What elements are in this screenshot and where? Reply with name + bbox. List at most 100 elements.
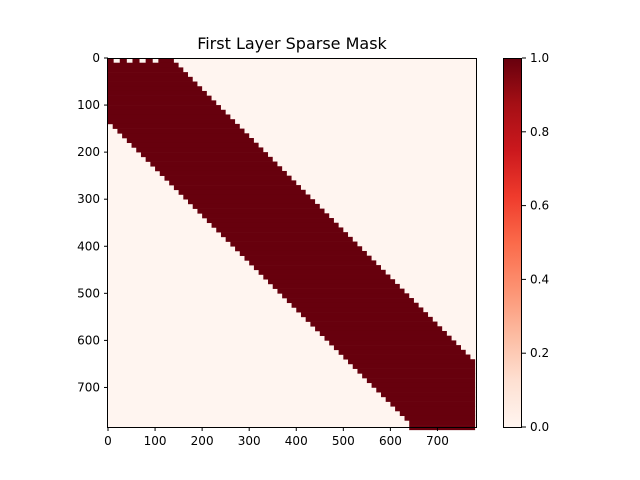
chart-title: First Layer Sparse Mask: [197, 34, 387, 53]
mask-band-row: [329, 340, 457, 346]
mask-band-row: [136, 147, 264, 153]
mask-band-row: [108, 114, 231, 120]
mask-band-row: [333, 345, 461, 351]
mask-band-row: [206, 218, 334, 224]
mask-band-row: [140, 152, 269, 158]
y-tick-label: 700: [77, 380, 100, 394]
mask-band-row: [108, 109, 226, 115]
mask-band-row: [324, 335, 452, 341]
colorbar-axis: 0.0 0.2 0.4 0.6 0.8 1.0: [522, 51, 549, 434]
mask-band-row: [159, 170, 287, 176]
colorbar-tick-label: 1.0: [530, 51, 549, 65]
mask-band-row: [108, 90, 207, 96]
mask-band-row: [108, 81, 198, 87]
x-tick-label: 600: [379, 434, 402, 448]
mask-band-row: [239, 250, 367, 256]
x-tick-label: 300: [238, 434, 261, 448]
mask-band-row: [249, 260, 377, 266]
mask-band-row: [108, 100, 217, 106]
mask-band-row: [235, 246, 363, 252]
mask-band-row: [395, 406, 476, 412]
mask-band-row: [296, 307, 424, 313]
mask-notch: [113, 58, 120, 63]
y-tick-label: 0: [92, 51, 100, 65]
plot-frame: [107, 58, 477, 428]
mask-band-row: [277, 288, 405, 294]
mask-band-row: [108, 119, 236, 125]
mask-band-row: [122, 133, 250, 139]
mask-band-row: [258, 269, 386, 275]
mask-band-row: [225, 236, 353, 242]
mask-notch: [139, 58, 146, 63]
colorbar-tick-label: 0.4: [530, 272, 549, 286]
y-tick-label: 500: [77, 286, 100, 300]
mask-band-row: [338, 349, 466, 355]
mask-band-row: [150, 161, 278, 167]
mask-band-row: [305, 316, 433, 322]
mask-band-row: [108, 86, 203, 92]
mask-band-row: [108, 62, 179, 68]
heatmap-plot: [108, 58, 477, 431]
mask-band-row: [272, 283, 400, 289]
y-tick-label: 400: [77, 239, 100, 253]
mask-band-row: [131, 142, 259, 148]
mask-band-row: [108, 72, 189, 78]
mask-band-row: [155, 166, 283, 172]
colorbar-tick-label: 0.6: [530, 199, 549, 213]
mask-band-row: [380, 392, 476, 398]
x-axis: 0 100 200 300 400 500 600 700: [104, 427, 449, 448]
mask-band-row: [188, 199, 316, 205]
mask-band-row: [357, 368, 476, 374]
y-tick-label: 200: [77, 145, 100, 159]
mask-band-row: [192, 203, 320, 209]
colorbar-tick-label: 0.8: [530, 125, 549, 139]
mask-notch: [126, 58, 133, 63]
mask-band-row: [286, 298, 414, 304]
mask-band-row: [343, 354, 471, 360]
mask-band-row: [220, 232, 349, 238]
mask-band-row: [112, 123, 240, 129]
y-axis: 0 100 200 300 400 500 600 700: [77, 51, 108, 394]
x-tick-label: 400: [285, 434, 308, 448]
mask-band-row: [352, 363, 476, 369]
mask-band-row: [183, 194, 311, 200]
mask-band-row: [244, 255, 372, 261]
y-tick-label: 100: [77, 98, 100, 112]
mask-band-row: [366, 378, 476, 384]
mask-band-row: [108, 67, 184, 73]
mask-band-row: [409, 420, 476, 426]
mask-band-row: [390, 401, 476, 407]
y-tick-label: 600: [77, 333, 100, 347]
x-tick-label: 500: [332, 434, 355, 448]
mask-band-row: [145, 156, 273, 162]
mask-band-row: [108, 105, 221, 111]
mask-band-row: [197, 208, 325, 214]
mask-band-row: [173, 185, 301, 191]
mask-band-row: [362, 373, 476, 379]
mask-band-row: [164, 175, 292, 181]
mask-notch: [152, 58, 159, 63]
mask-band-row: [371, 382, 476, 388]
mask-band-row: [348, 359, 476, 365]
mask-band-row: [404, 415, 476, 421]
mask-band-row: [216, 227, 344, 233]
mask-band-row: [282, 293, 410, 299]
mask-band-row: [253, 265, 381, 271]
mask-band-row: [300, 312, 429, 318]
mask-band-row: [319, 330, 447, 336]
mask-band-row: [263, 274, 391, 280]
mask-band-row: [310, 321, 438, 327]
mask-band-row: [315, 326, 443, 332]
x-tick-label: 100: [144, 434, 167, 448]
colorbar-tick-label: 0.2: [530, 346, 549, 360]
mask-band-row: [399, 411, 476, 417]
mask-band-row: [376, 387, 476, 393]
colorbar-frame: [503, 58, 522, 428]
colorbar: [503, 58, 522, 427]
mask-band-row: [202, 213, 330, 219]
colorbar-tick-label: 0.0: [530, 420, 549, 434]
mask-band-row: [169, 180, 297, 186]
mask-band-row: [108, 76, 193, 82]
x-tick-label: 200: [191, 434, 214, 448]
